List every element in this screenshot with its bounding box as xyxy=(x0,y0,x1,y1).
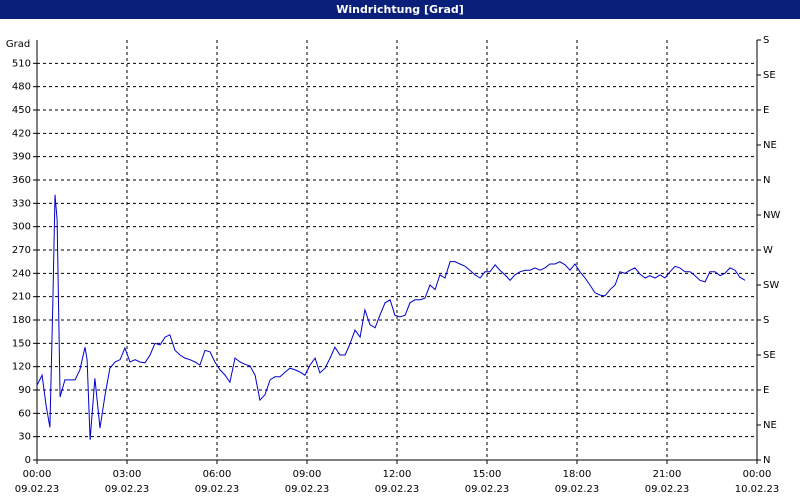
y-tick-label: 420 xyxy=(12,128,31,139)
y-axis-label: Grad xyxy=(6,39,30,50)
x-tick-date: 09.02.23 xyxy=(195,484,240,495)
y-tick-label: 90 xyxy=(18,385,31,396)
x-tick-label: 18:00 xyxy=(563,469,592,480)
y-tick-label: 150 xyxy=(12,338,31,349)
x-tick-label: 15:00 xyxy=(473,469,502,480)
x-tick-label: 03:00 xyxy=(113,469,142,480)
x-tick-date: 09.02.23 xyxy=(15,484,60,495)
x-tick-label: 09:00 xyxy=(293,469,322,480)
x-tick-date: 09.02.23 xyxy=(375,484,420,495)
x-tick-date: 10.02.23 xyxy=(735,484,780,495)
x-tick-label: 06:00 xyxy=(203,469,232,480)
y-tick-label: 510 xyxy=(12,58,31,69)
y2-tick-label: E xyxy=(763,385,769,396)
y-tick-label: 210 xyxy=(12,292,31,303)
y2-tick-label: N xyxy=(763,175,770,186)
x-tick-date: 09.02.23 xyxy=(465,484,510,495)
y-tick-label: 330 xyxy=(12,198,31,209)
x-tick-date: 09.02.23 xyxy=(555,484,600,495)
y2-tick-label: S xyxy=(763,35,769,46)
y2-tick-label: SE xyxy=(763,350,776,361)
y-tick-label: 30 xyxy=(18,432,31,443)
y-tick-label: 450 xyxy=(12,105,31,116)
y2-tick-label: NE xyxy=(763,420,777,431)
data-line xyxy=(36,194,746,440)
y2-tick-label: SW xyxy=(763,280,779,291)
y-tick-label: 390 xyxy=(12,152,31,163)
y2-tick-label: NW xyxy=(763,210,780,221)
y-tick-label: 60 xyxy=(18,408,31,419)
y-tick-label: 360 xyxy=(12,175,31,186)
x-tick-label: 00:00 xyxy=(743,469,772,480)
x-tick-date: 09.02.23 xyxy=(105,484,150,495)
y-tick-label: 120 xyxy=(12,362,31,373)
y-tick-label: 180 xyxy=(12,315,31,326)
y-tick-label: 480 xyxy=(12,82,31,93)
y2-tick-label: NE xyxy=(763,140,777,151)
x-tick-date: 09.02.23 xyxy=(285,484,330,495)
x-tick-date: 09.02.23 xyxy=(645,484,690,495)
y-tick-label: 300 xyxy=(12,222,31,233)
y-tick-label: 270 xyxy=(12,245,31,256)
window-title: Windrichtung [Grad] xyxy=(0,0,800,19)
y2-tick-label: W xyxy=(763,245,773,256)
y2-tick-label: SE xyxy=(763,70,776,81)
y2-tick-label: E xyxy=(763,105,769,116)
x-tick-label: 21:00 xyxy=(653,469,682,480)
y-tick-label: 240 xyxy=(12,268,31,279)
y-tick-label: 0 xyxy=(25,455,31,466)
y2-tick-label: N xyxy=(763,455,770,466)
x-tick-label: 00:00 xyxy=(23,469,52,480)
y2-tick-label: S xyxy=(763,315,769,326)
x-tick-label: 12:00 xyxy=(383,469,412,480)
